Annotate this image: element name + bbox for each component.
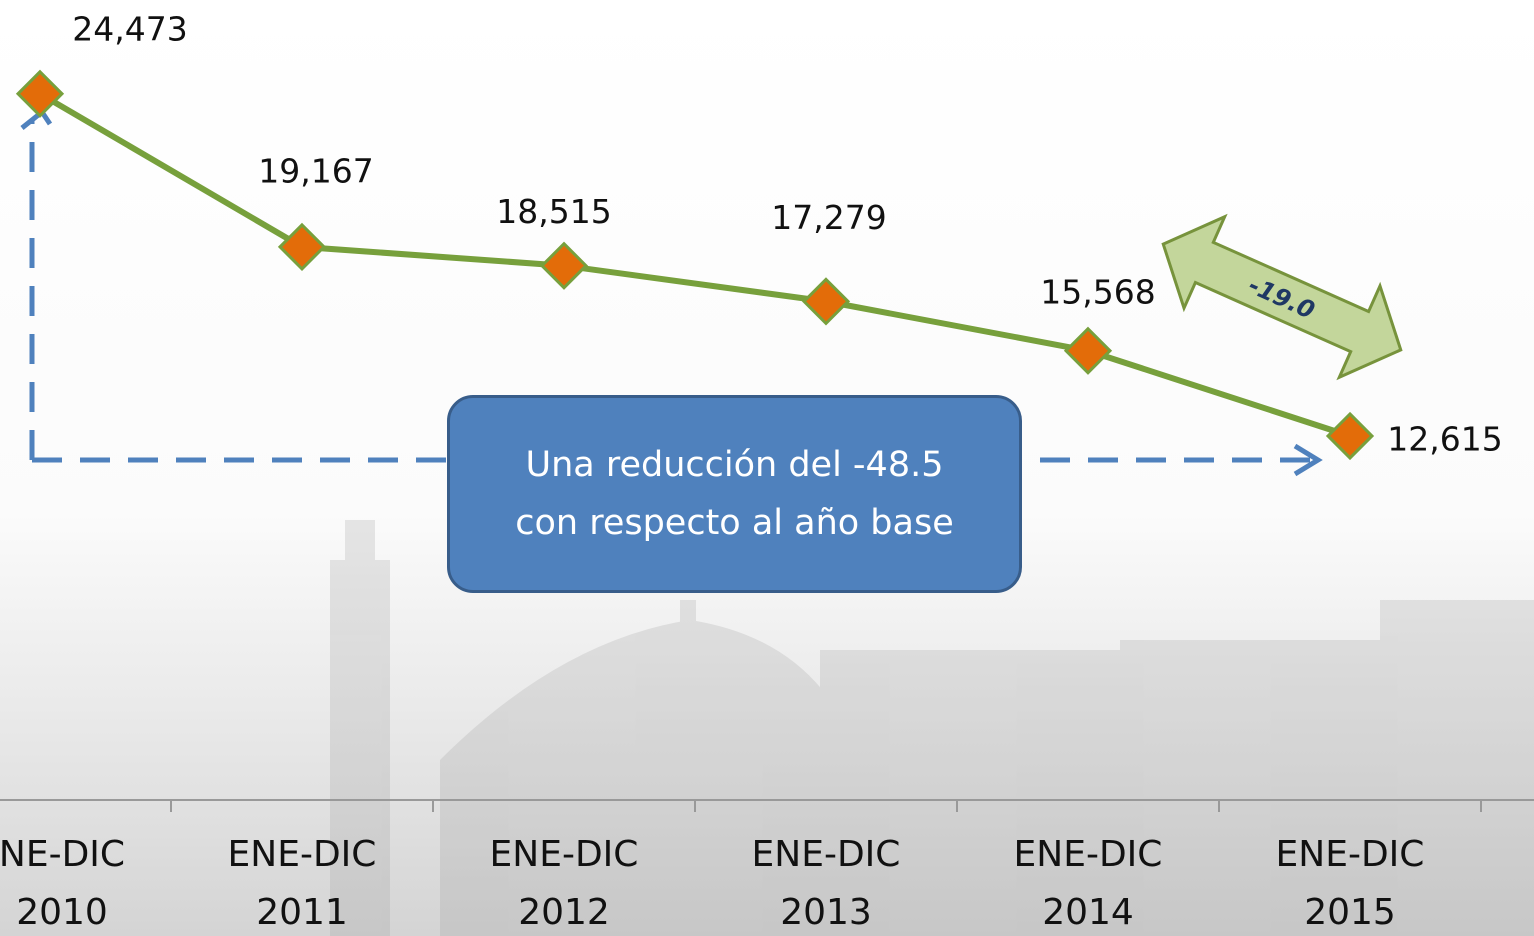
marker [1328, 414, 1372, 458]
marker [280, 225, 324, 269]
marker [804, 279, 848, 323]
x-tick-label: ENE-DIC 2011 [182, 826, 422, 936]
marker [18, 72, 62, 116]
marker [1066, 329, 1110, 373]
marker [542, 244, 586, 288]
value-label: 17,279 [771, 198, 886, 237]
value-label: 24,473 [72, 9, 187, 48]
x-tick-label: ENE-DIC 2014 [968, 826, 1208, 936]
value-label: 19,167 [258, 151, 373, 190]
value-label: 15,568 [1040, 272, 1155, 311]
x-tick-label: ENE-DIC 2015 [1230, 826, 1470, 936]
x-tick-label: ENE-DIC 2012 [444, 826, 684, 936]
chart: -19.0 24,473 19,167 18,515 17,279 15,568 12,6… [0, 0, 1534, 936]
x-tick-label: NE-DIC 2010 [0, 826, 182, 936]
value-label: 12,615 [1387, 419, 1502, 458]
double-arrow: -19.0 [1143, 198, 1421, 395]
x-tick-label: ENE-DIC 2013 [706, 826, 946, 936]
line [40, 94, 1350, 436]
callout: Una reducción del -48.5 con respecto al … [447, 395, 1022, 593]
value-label: 18,515 [496, 192, 611, 231]
